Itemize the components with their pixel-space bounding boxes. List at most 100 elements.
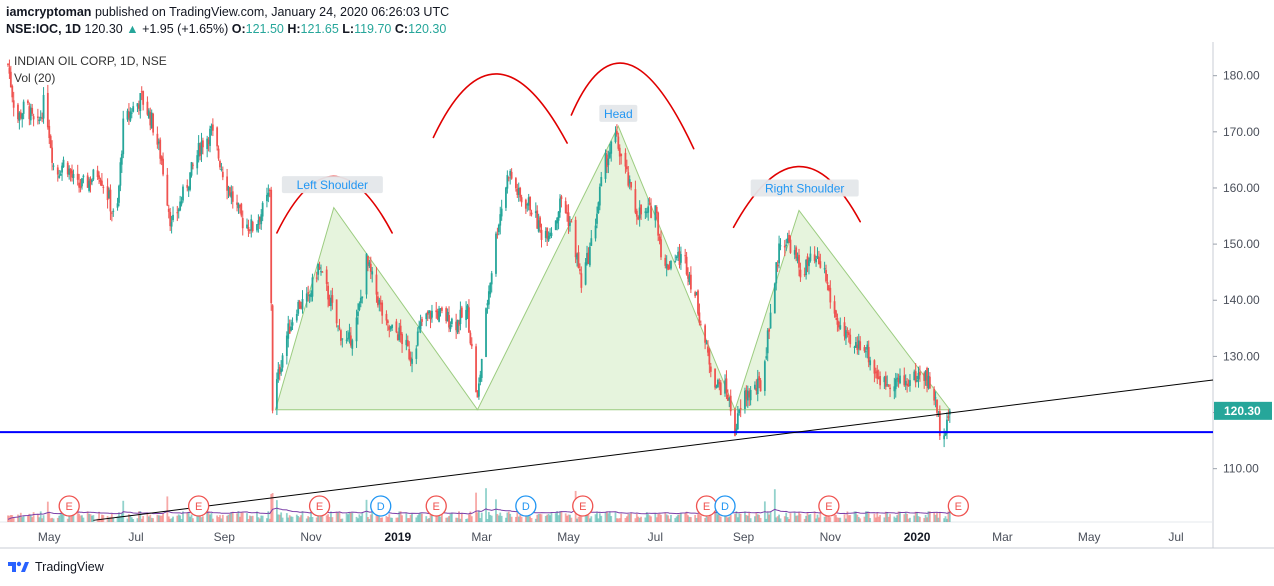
tradingview-brand[interactable]: TradingView bbox=[6, 560, 104, 574]
event-label: E bbox=[195, 501, 202, 513]
volume-bar bbox=[146, 513, 149, 522]
candle-body bbox=[358, 303, 361, 310]
volume-bar bbox=[449, 513, 452, 522]
volume-bar bbox=[281, 517, 284, 522]
candle-body bbox=[884, 376, 887, 387]
author-name[interactable]: iamcryptoman bbox=[6, 5, 92, 19]
candle-body bbox=[132, 106, 135, 112]
volume-bar bbox=[877, 516, 880, 522]
candle-body bbox=[509, 171, 512, 176]
volume-bar bbox=[695, 517, 698, 522]
candle-body bbox=[729, 395, 732, 412]
price-axis[interactable]: 110.00120.00130.00140.00150.00160.00170.… bbox=[1213, 69, 1260, 476]
earnings-marker[interactable]: E bbox=[308, 495, 331, 517]
last-price-badge: 120.30 bbox=[1214, 401, 1272, 420]
volume-bar bbox=[600, 515, 603, 522]
candle-body bbox=[12, 100, 15, 108]
volume-bar bbox=[675, 516, 678, 522]
volume-bar bbox=[884, 511, 887, 522]
candle-body bbox=[379, 302, 382, 305]
candle-body bbox=[7, 64, 9, 66]
candle-body bbox=[557, 211, 560, 221]
candle-body bbox=[537, 220, 540, 232]
volume-bar bbox=[698, 511, 701, 522]
volume-bar bbox=[647, 514, 650, 522]
volume-bar bbox=[819, 513, 822, 522]
volume-bar bbox=[495, 499, 497, 522]
candle-body bbox=[725, 378, 728, 393]
volume-bar bbox=[580, 516, 583, 522]
candle-body bbox=[209, 128, 211, 146]
volume-bar bbox=[458, 511, 460, 522]
candle-body bbox=[924, 370, 927, 381]
earnings-marker[interactable]: E bbox=[572, 495, 594, 517]
candle-body bbox=[439, 308, 442, 310]
publish-info: iamcryptoman published on TradingView.co… bbox=[6, 5, 449, 19]
volume-bar bbox=[331, 517, 334, 522]
dividend-marker[interactable]: D bbox=[515, 495, 537, 517]
volume-bar bbox=[786, 517, 789, 522]
earnings-marker[interactable]: E bbox=[187, 495, 210, 517]
volume-bar bbox=[896, 515, 899, 522]
volume-bar bbox=[186, 512, 189, 522]
candle-body bbox=[39, 116, 42, 119]
candle-body bbox=[147, 110, 150, 118]
time-axis[interactable]: May Jul Sep Nov 2019 Mar May Jul Sep Nov 2020 Mar Ma… bbox=[38, 530, 1184, 544]
volume-bar bbox=[586, 514, 588, 522]
candle-body bbox=[773, 283, 776, 314]
candle-body bbox=[487, 291, 490, 305]
dividend-marker[interactable]: D bbox=[370, 495, 392, 517]
earnings-marker[interactable]: E bbox=[947, 495, 969, 517]
candle-body bbox=[72, 174, 75, 179]
candle-body bbox=[176, 212, 179, 214]
candle-body bbox=[549, 232, 551, 237]
candle-body bbox=[331, 295, 334, 303]
volume-bar bbox=[864, 511, 867, 522]
candle-body bbox=[577, 252, 580, 269]
volume-bar bbox=[129, 515, 132, 522]
candle-body bbox=[580, 273, 583, 288]
earnings-marker[interactable]: E bbox=[695, 495, 718, 517]
volume-bar bbox=[936, 512, 938, 522]
volume-bar bbox=[773, 489, 776, 522]
candle-body bbox=[409, 357, 412, 362]
candle-body bbox=[738, 409, 741, 414]
volume-bar bbox=[637, 516, 640, 522]
dividend-marker[interactable]: D bbox=[714, 495, 736, 517]
volume-bar bbox=[826, 514, 829, 522]
volume-bar bbox=[210, 512, 213, 522]
last-price-badge-label: 120.30 bbox=[1224, 404, 1261, 418]
volume-bar bbox=[56, 517, 59, 522]
series-title[interactable]: INDIAN OIL CORP, 1D, NSE bbox=[14, 54, 167, 68]
earnings-marker[interactable]: E bbox=[58, 495, 80, 517]
volume-bar bbox=[680, 512, 682, 522]
volume-bar bbox=[375, 512, 378, 522]
candle-body bbox=[657, 212, 660, 236]
volume-legend[interactable]: Vol (20) bbox=[14, 71, 56, 85]
trend-line[interactable] bbox=[93, 379, 1214, 521]
candle-body bbox=[399, 325, 402, 336]
candle-body bbox=[608, 152, 611, 158]
volume-bar bbox=[704, 518, 707, 522]
volume-bar bbox=[140, 518, 143, 522]
candle-body bbox=[337, 325, 339, 327]
brand-name: TradingView bbox=[35, 560, 104, 574]
candle-body bbox=[839, 325, 842, 330]
volume-bar bbox=[21, 517, 24, 522]
volume-bar bbox=[416, 515, 419, 522]
volume-bar bbox=[59, 512, 62, 522]
candle-body bbox=[310, 293, 312, 298]
volume-bar bbox=[707, 516, 709, 522]
volume-bar bbox=[160, 515, 163, 522]
candle-body bbox=[874, 371, 877, 374]
earnings-marker[interactable]: E bbox=[425, 495, 447, 517]
volume-bar bbox=[300, 515, 302, 522]
candle-body bbox=[470, 343, 473, 347]
earnings-marker[interactable]: E bbox=[818, 495, 840, 517]
volume-bar bbox=[268, 518, 271, 522]
close-value: 120.30 bbox=[408, 22, 447, 36]
volume-bar bbox=[388, 514, 391, 522]
candle-body bbox=[628, 179, 631, 184]
